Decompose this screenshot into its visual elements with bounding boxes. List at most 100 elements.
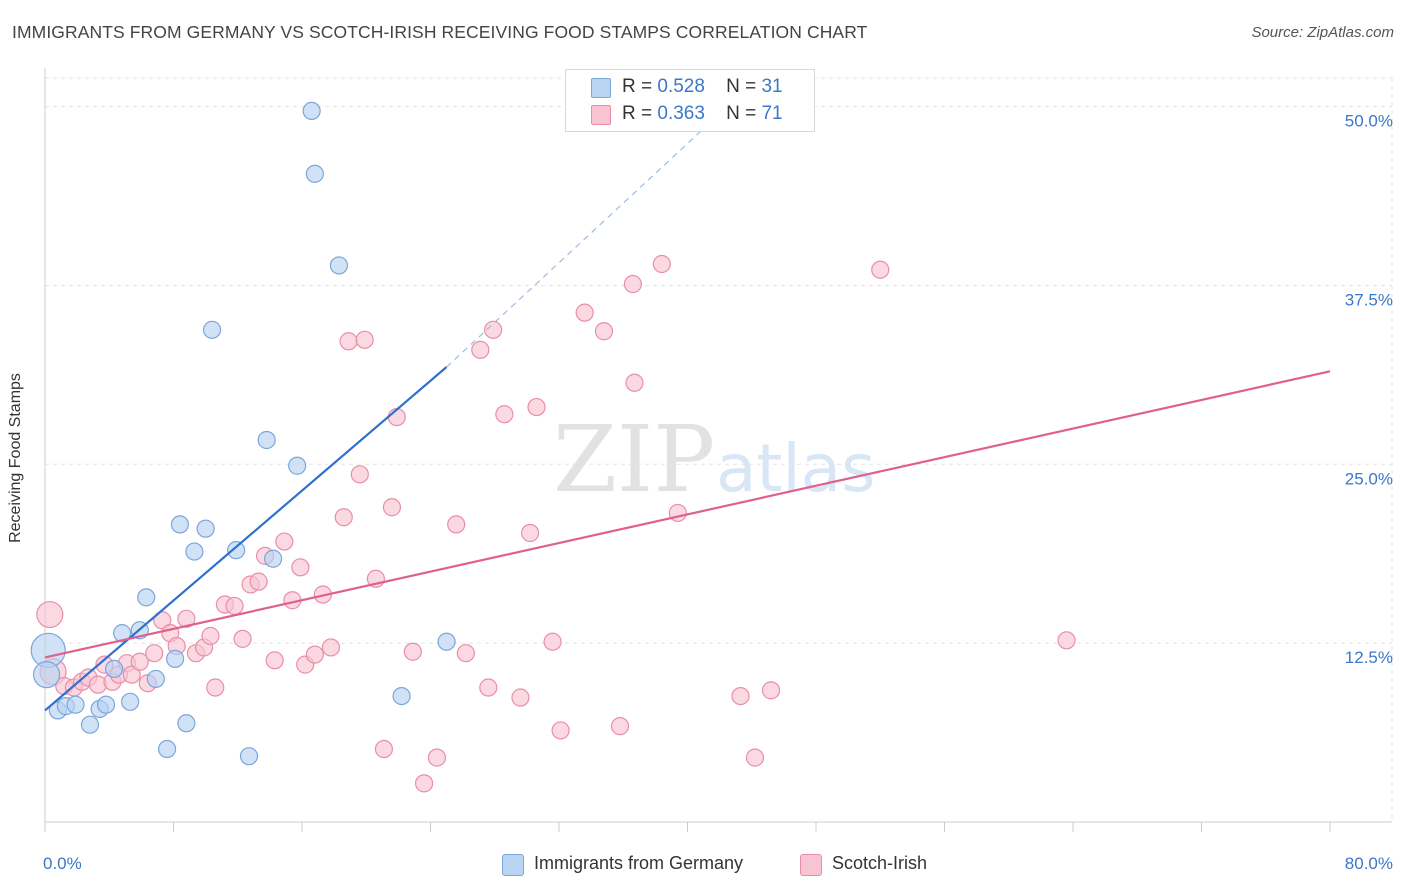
source-label: Source: ZipAtlas.com xyxy=(1251,24,1394,41)
y-tick-label-2: 37.5% xyxy=(1345,290,1393,309)
legend-text-germany: R = 0.528 N = 31 xyxy=(622,76,783,98)
scotch-point-53 xyxy=(495,405,514,424)
series-legend: Immigrants from Germany Scotch-Irish xyxy=(0,852,1406,878)
watermark-zip: ZIP xyxy=(553,406,715,513)
tick-labels: 12.5% 25.0% 37.5% 50.0% 0.0% 80.0% xyxy=(43,112,1393,873)
series-name-germany: Immigrants from Germany xyxy=(534,853,744,873)
scotch-point-40 xyxy=(355,330,374,349)
y-tick-label-1: 25.0% xyxy=(1345,469,1393,488)
scotch-point-30 xyxy=(275,532,294,551)
germany-point-27 xyxy=(329,256,349,275)
scotch-point-14 xyxy=(145,644,164,663)
scotch-point-18 xyxy=(177,609,196,628)
scotch-point-68 xyxy=(761,681,781,700)
legend-swatch-scotch xyxy=(591,105,611,125)
x-tick-label-min: 0.0% xyxy=(43,854,82,873)
germany-points xyxy=(30,101,456,766)
scotch-point-47 xyxy=(427,748,447,767)
axes xyxy=(44,68,1392,832)
germany-trend-extension xyxy=(446,113,721,368)
germany-point-25 xyxy=(302,101,321,121)
scotch-point-21 xyxy=(201,626,220,646)
germany-point-4 xyxy=(80,715,100,734)
scotch-point-60 xyxy=(594,322,614,341)
germany-point-9 xyxy=(121,692,140,711)
germany-point-24 xyxy=(288,456,307,475)
legend-n-label: N = xyxy=(726,103,757,124)
scotch-irish-points xyxy=(36,254,1076,793)
germany-point-13 xyxy=(157,739,177,759)
scotch-point-37 xyxy=(334,508,353,527)
scotch-point-67 xyxy=(745,748,765,767)
scotch-point-12 xyxy=(130,652,149,671)
scotch-point-32 xyxy=(291,558,310,577)
scotch-point-62 xyxy=(623,274,642,294)
germany-point-3 xyxy=(66,695,85,714)
legend-row-germany: R = 0.528 N = 31 xyxy=(566,74,814,100)
scotch-point-39 xyxy=(350,465,369,484)
scotch-point-38 xyxy=(339,332,358,351)
chart-title: IMMIGRANTS FROM GERMANY VS SCOTCH-IRISH … xyxy=(12,22,868,42)
scotch-point-29 xyxy=(265,651,284,670)
trend-lines xyxy=(44,113,1331,712)
scotch-point-49 xyxy=(456,644,475,663)
germany-trend-line xyxy=(44,366,448,712)
scotch-point-52 xyxy=(484,320,503,339)
germany-point-29 xyxy=(437,632,456,651)
legend-r-value-germany: 0.528 xyxy=(657,76,705,97)
germany-point-23 xyxy=(263,549,283,568)
series-name-scotch: Scotch-Irish xyxy=(832,853,928,873)
x-tick-label-max: 80.0% xyxy=(1345,854,1393,873)
legend-swatch-germany xyxy=(591,78,611,98)
scotch-point-46 xyxy=(414,774,434,793)
scotch-point-11 xyxy=(122,665,141,684)
germany-point-21 xyxy=(239,747,259,766)
germany-point-15 xyxy=(170,515,190,534)
scotch-point-51 xyxy=(479,678,498,697)
legend-r-label: R = xyxy=(622,103,653,124)
germany-point-12 xyxy=(146,669,165,689)
germany-point-28 xyxy=(392,686,411,706)
germany-point-17 xyxy=(185,542,204,561)
scotch-point-48 xyxy=(447,515,466,534)
legend-n-label: N = xyxy=(726,76,757,97)
legend-n-value-germany: 31 xyxy=(761,76,783,97)
legend-r-value-scotch: 0.363 xyxy=(657,103,705,124)
scotch-trend-line xyxy=(44,370,1331,659)
scotch-point-58 xyxy=(551,721,570,740)
scotch-point-69 xyxy=(871,260,890,279)
germany-point-22 xyxy=(257,430,276,450)
scotch-point-57 xyxy=(543,632,562,651)
legend-row-scotch: R = 0.363 N = 71 xyxy=(566,101,814,127)
scotch-point-27 xyxy=(249,572,268,591)
germany-point-20 xyxy=(227,541,246,560)
scotch-point-34 xyxy=(305,645,324,664)
scotch-point-0 xyxy=(36,600,64,629)
germany-point-26 xyxy=(305,164,324,183)
germany-point-7 xyxy=(104,659,124,679)
germany-point-19 xyxy=(202,320,222,339)
scotch-point-25 xyxy=(233,629,252,648)
germany-point-14 xyxy=(166,649,185,668)
legend-text-scotch: R = 0.363 N = 71 xyxy=(622,103,783,125)
scotch-point-42 xyxy=(374,739,394,759)
germany-point-30 xyxy=(33,661,61,689)
scotch-point-15 xyxy=(153,611,172,630)
legend-r-label: R = xyxy=(622,76,653,97)
watermark: ZIP atlas xyxy=(553,406,876,513)
scotch-point-45 xyxy=(403,642,422,661)
scotch-point-56 xyxy=(527,397,546,417)
germany-point-16 xyxy=(177,714,196,733)
y-axis-label: Receiving Food Stamps xyxy=(7,373,24,543)
scotch-point-64 xyxy=(652,254,671,274)
scotch-point-70 xyxy=(1057,631,1076,650)
scotch-point-43 xyxy=(382,498,402,517)
scotch-point-63 xyxy=(625,373,644,392)
correlation-legend: R = 0.528 N = 31 R = 0.363 N = 71 xyxy=(565,69,815,132)
germany-point-8 xyxy=(112,624,132,643)
series-swatch-scotch xyxy=(800,854,822,876)
watermark-atlas: atlas xyxy=(716,430,876,507)
scotch-point-66 xyxy=(731,686,750,706)
scotch-point-54 xyxy=(511,688,530,707)
